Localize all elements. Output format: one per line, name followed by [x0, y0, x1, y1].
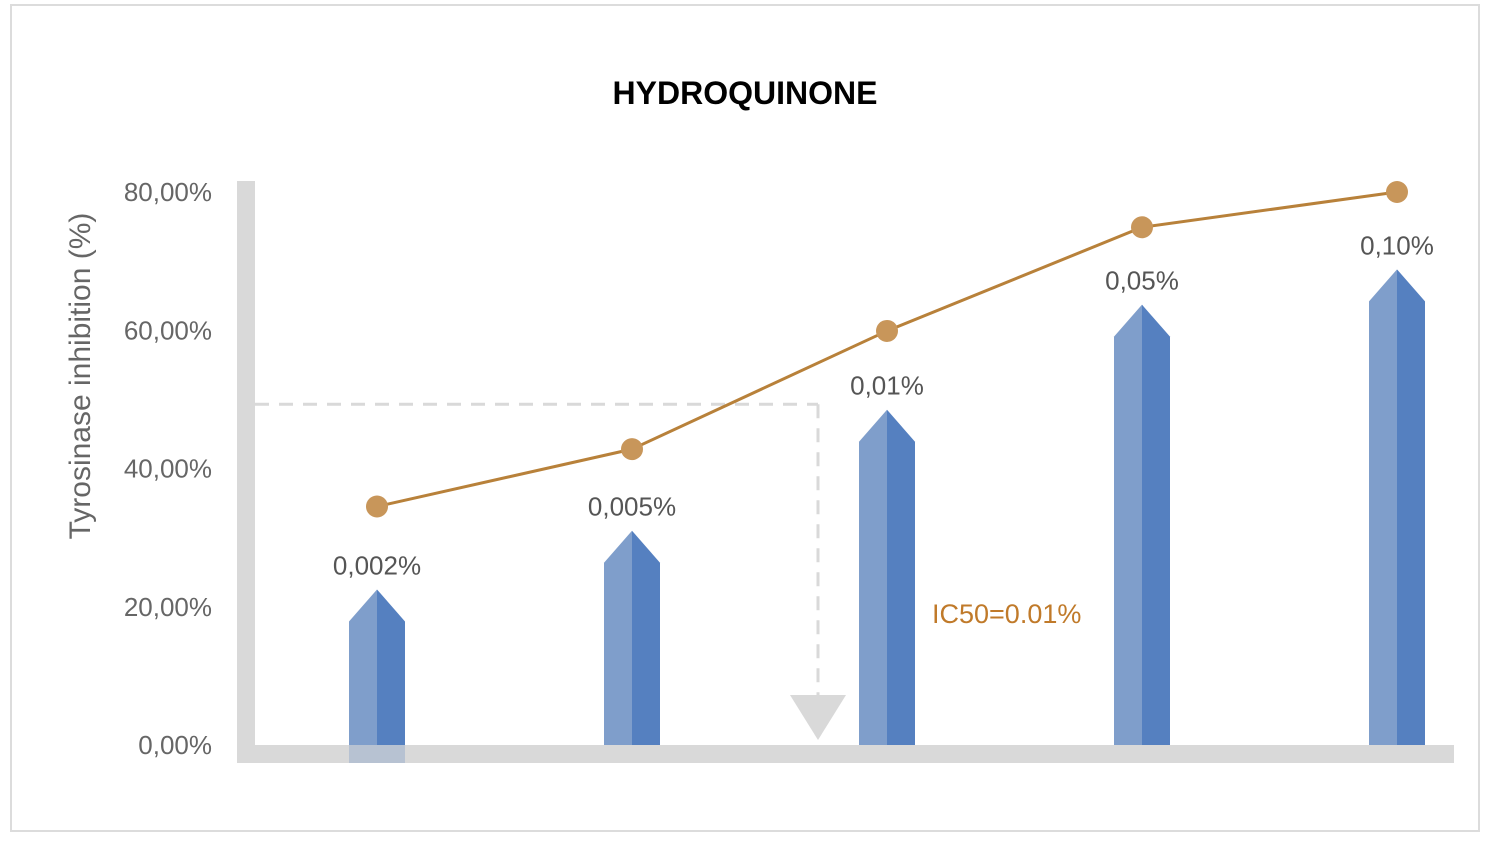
data-label: 0,10%: [1360, 230, 1434, 260]
bar-light-face: [1369, 269, 1397, 745]
bar-2: [604, 530, 660, 745]
line-point: [876, 319, 898, 342]
axes: [237, 181, 1454, 763]
bar-dark-face: [377, 589, 405, 745]
bar-dark-face: [1397, 269, 1425, 745]
y-tick-label: 60,00%: [124, 315, 212, 345]
ic50-guides: [255, 402, 846, 740]
bar-dark-face: [632, 530, 660, 745]
bar-5: [1369, 269, 1425, 745]
bar-dark-face: [887, 409, 915, 745]
x-axis-line: [237, 745, 1454, 763]
data-labels: 0,002% 0,005% 0,01% 0,05% 0,10%: [333, 230, 1434, 580]
bar-dark-face: [1142, 304, 1170, 745]
ic50-arrowhead: [790, 695, 846, 740]
bars: [349, 269, 1425, 763]
bar-light-face: [604, 530, 632, 745]
data-label: 0,05%: [1105, 266, 1179, 296]
bar-3: [859, 409, 915, 745]
bar-1: [349, 589, 405, 745]
bar-light-face: [859, 409, 887, 745]
chart-title: HYDROQUINONE: [613, 75, 878, 111]
data-label: 0,002%: [333, 550, 421, 580]
y-tick-label: 80,00%: [124, 177, 212, 207]
ic50-annotation: IC50=0.01%: [932, 599, 1081, 629]
bar-light-face: [1114, 304, 1142, 745]
bar-base-sliver: [349, 745, 405, 763]
line-point: [366, 495, 388, 518]
data-label: 0,01%: [850, 371, 924, 401]
line-point: [1386, 181, 1408, 203]
y-axis-line: [237, 181, 255, 763]
data-label: 0,005%: [588, 492, 676, 522]
y-tick-label: 40,00%: [124, 454, 212, 484]
line-series: [366, 181, 1408, 518]
y-axis-ticks: 0,00% 20,00% 40,00% 60,00% 80,00%: [124, 177, 212, 760]
y-axis-label: Tyrosinase inhibition (%): [64, 213, 97, 540]
bar-light-face: [349, 589, 377, 745]
y-tick-label: 20,00%: [124, 592, 212, 622]
line-point: [621, 438, 643, 461]
line-point: [1131, 216, 1153, 239]
bar-4: [1114, 304, 1170, 745]
y-tick-label: 0,00%: [138, 730, 212, 760]
